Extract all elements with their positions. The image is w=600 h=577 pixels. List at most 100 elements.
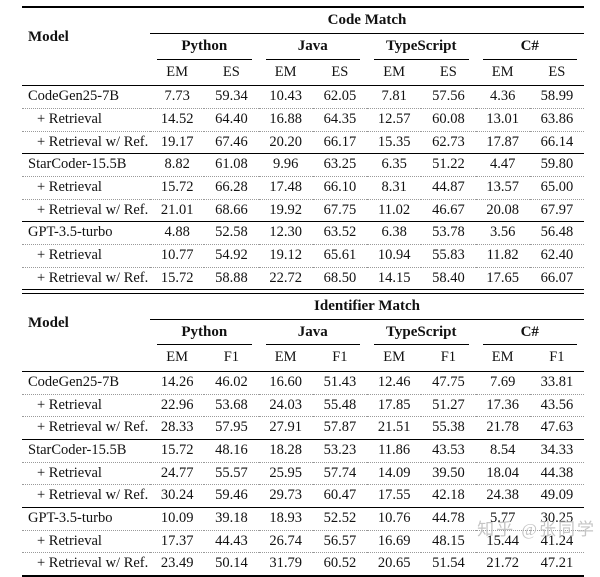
metric-value: 12.57 (367, 107, 422, 132)
metric-value: 23.49 (150, 552, 205, 576)
metric-value: 22.72 (258, 266, 313, 290)
metric-value: 55.83 (421, 243, 476, 268)
table-row: GPT-3.5-turbo 10.09 39.18 18.93 52.52 10.76 44… (22, 506, 584, 531)
metric-value: 46.02 (215, 373, 248, 390)
metric-value: 10.43 (269, 88, 302, 105)
table-row: + Retrieval w/ Ref. 15.72 58.88 22.72 68.50 1… (22, 266, 584, 290)
metric-value: 47.75 (432, 373, 465, 390)
table-row: + Retrieval 17.37 44.43 26.74 56.57 16.69 48.1… (22, 529, 584, 553)
model-variant-name: + Retrieval w/ Ref. (22, 130, 150, 154)
metric-value: 17.37 (150, 529, 205, 553)
metric-header-f1: F1 (421, 345, 476, 372)
model-variant-name: + Retrieval (22, 393, 150, 417)
metric-header-em: EM (150, 345, 205, 372)
metric-header-es: ES (204, 59, 259, 87)
model-variant-name: + Retrieval (22, 529, 150, 553)
metric-value: 62.40 (529, 243, 584, 268)
metric-value: 8.31 (367, 175, 422, 200)
metric-header-f1: F1 (529, 345, 584, 372)
metric-value: 57.95 (204, 416, 259, 440)
model-variant-name: + Retrieval w/ Ref. (22, 416, 150, 440)
metric-header-em: EM (475, 59, 530, 87)
language-label: Python (157, 323, 252, 346)
metric-value: 12.46 (377, 373, 411, 390)
metric-value: 66.28 (204, 175, 259, 200)
language-header-java: Java (259, 319, 368, 346)
metric-value: 67.75 (312, 198, 367, 222)
model-variant-name: + Retrieval (22, 243, 150, 268)
metric-value: 22.96 (150, 393, 205, 417)
metric-value: 62.73 (421, 130, 476, 154)
metric-header-em: EM (150, 59, 205, 87)
metric-header-es: ES (529, 59, 584, 87)
metric-value: 17.48 (258, 175, 313, 200)
metric-header-f1: F1 (312, 345, 367, 372)
metric-value: 65.61 (312, 243, 367, 268)
metric-value: 17.55 (367, 484, 422, 508)
metric-value: 55.57 (204, 461, 259, 485)
metric-value: 11.86 (367, 438, 422, 463)
metric-value: 66.10 (312, 175, 367, 200)
metric-value: 18.28 (258, 438, 313, 463)
metric-value: 64.35 (312, 107, 367, 132)
identifier-match-title: Identifier Match (150, 293, 584, 320)
model-name: CodeGen25-7B (28, 88, 120, 105)
metric-value: 24.03 (258, 393, 313, 417)
metric-value: 44.87 (421, 175, 476, 200)
metric-value: 9.96 (258, 153, 313, 177)
language-header-c: C# (476, 34, 585, 60)
language-label: TypeScript (374, 323, 469, 346)
model-variant-name: + Retrieval (22, 461, 150, 485)
metric-value: 48.16 (204, 438, 259, 463)
metric-value: 19.12 (258, 243, 313, 268)
metric-value: 24.38 (475, 484, 530, 508)
metric-value: 20.65 (367, 552, 422, 576)
header-metric-row: EM F1 EM F1 EM F1 EM F1 (22, 345, 584, 372)
metric-value: 58.99 (540, 88, 574, 105)
metric-value: 51.54 (421, 552, 476, 576)
metric-value: 17.87 (475, 130, 530, 154)
model-variant-name: + Retrieval w/ Ref. (22, 484, 150, 508)
metric-value: 56.57 (312, 529, 367, 553)
metric-value: 13.01 (475, 107, 530, 132)
metric-value: 25.95 (258, 461, 313, 485)
metric-header-em: EM (475, 345, 530, 372)
metric-value: 11.02 (367, 198, 422, 222)
metric-value: 68.50 (312, 266, 367, 290)
metric-value: 8.54 (475, 438, 530, 463)
language-header-c: C# (476, 319, 585, 346)
metric-value: 39.50 (421, 461, 476, 485)
header-language-row: Python Java TypeScript C# (22, 319, 585, 346)
metric-value: 19.92 (258, 198, 313, 222)
table-row: + Retrieval w/ Ref. 21.01 68.66 19.92 67.75 1… (22, 198, 584, 222)
model-column-header: Model (22, 7, 150, 87)
metric-value: 17.85 (367, 393, 422, 417)
metric-value: 47.21 (529, 552, 584, 576)
metric-value: 27.91 (258, 416, 313, 440)
metric-value: 51.27 (421, 393, 476, 417)
metric-value: 48.15 (421, 529, 476, 553)
language-label: TypeScript (374, 37, 469, 60)
metric-value: 52.52 (312, 506, 367, 531)
metric-value: 52.58 (204, 221, 259, 245)
metric-value: 53.78 (421, 221, 476, 245)
table-row: + Retrieval w/ Ref. 19.17 67.46 20.20 66.17 1… (22, 130, 584, 154)
header-language-row: Python Java TypeScript C# (22, 34, 584, 60)
metric-value: 6.38 (367, 221, 422, 245)
metric-value: 10.94 (367, 243, 422, 268)
language-header-typescript: TypeScript (367, 34, 476, 60)
metric-value: 16.69 (367, 529, 422, 553)
metric-value: 66.07 (529, 266, 584, 290)
metric-value: 15.35 (367, 130, 422, 154)
metric-value: 44.78 (421, 506, 476, 531)
metric-value: 14.26 (160, 373, 194, 390)
table-row: StarCoder-15.5B 8.82 61.08 9.96 63.25 6.35 51.… (22, 153, 584, 177)
metric-value: 46.67 (421, 198, 476, 222)
metric-value: 55.48 (312, 393, 367, 417)
model-variant-name: + Retrieval (22, 107, 150, 132)
metric-value: 67.97 (529, 198, 584, 222)
metric-value: 59.46 (204, 484, 259, 508)
model-variant-name: + Retrieval w/ Ref. (22, 552, 150, 576)
metric-value: 47.63 (529, 416, 584, 440)
metric-value: 10.09 (150, 506, 205, 531)
